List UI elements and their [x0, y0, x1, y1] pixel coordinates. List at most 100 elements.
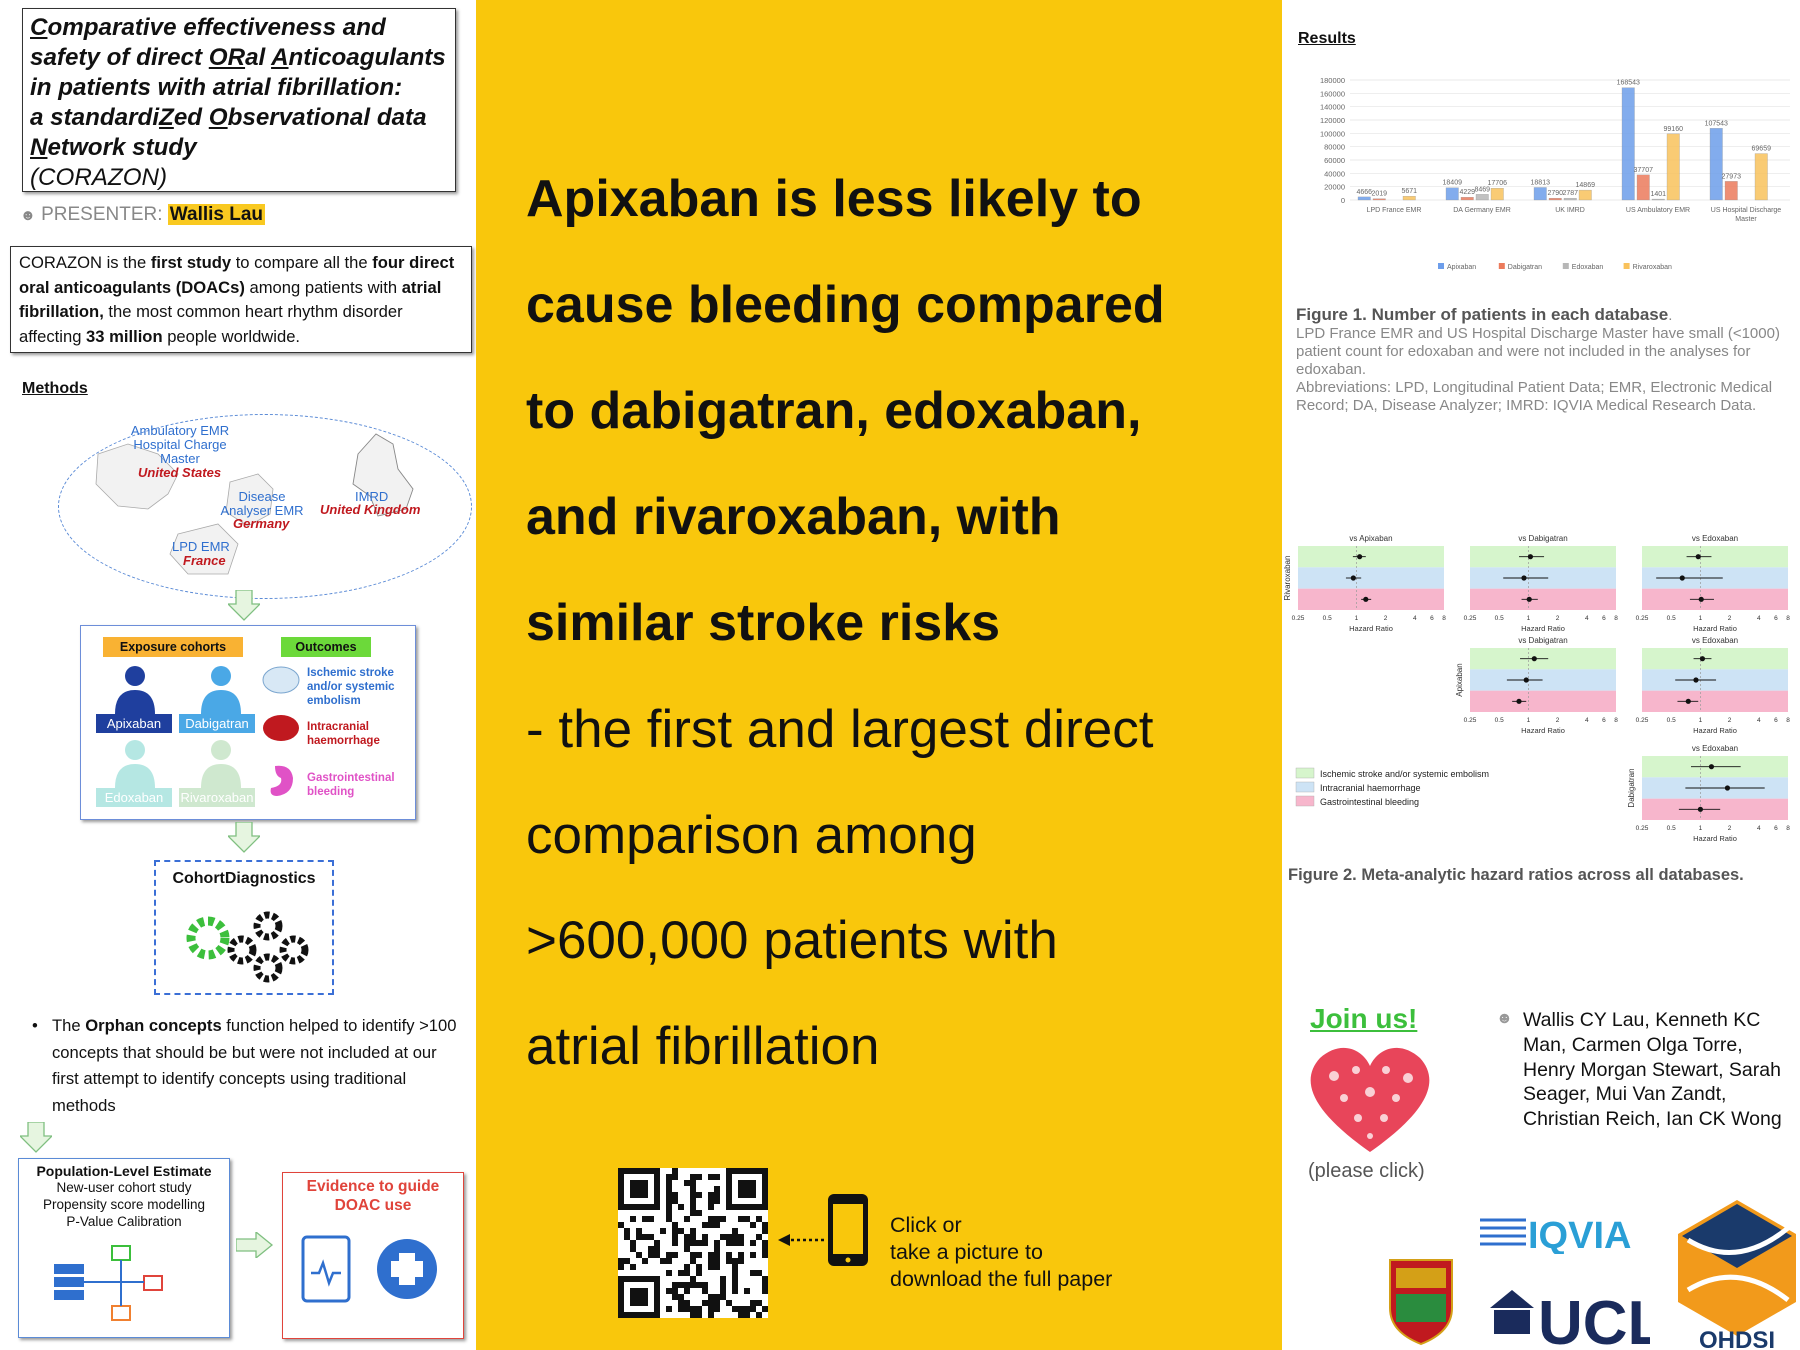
subline-line: - the first and largest direct: [526, 700, 1154, 759]
qr-module: [762, 1222, 768, 1228]
bar-value-label: 8469: [1474, 186, 1490, 193]
evidence-icons: [301, 1235, 437, 1303]
qr-module: [678, 1204, 684, 1210]
hr-point: [1679, 575, 1685, 581]
qr-finder: [738, 1180, 756, 1198]
qr-module: [762, 1252, 768, 1258]
panel-title: vs Edoxaban: [1692, 744, 1738, 753]
y-tick-label: 60000: [1324, 156, 1345, 165]
qr-module: [750, 1252, 756, 1258]
qr-module: [618, 1222, 624, 1228]
bar: [1724, 181, 1738, 201]
qr-module: [732, 1282, 738, 1288]
x-tick-label: 0.5: [1667, 825, 1676, 832]
down-arrow-icon: [228, 590, 260, 621]
hr-point: [1527, 554, 1534, 560]
qr-module: [762, 1246, 768, 1252]
fr-db-label: LPD EMR: [172, 539, 230, 554]
x-tick-label: 8: [1442, 615, 1446, 622]
qr-module: [690, 1198, 696, 1204]
intro-text: to compare all the: [231, 253, 373, 272]
qr-code[interactable]: [618, 1168, 768, 1318]
download-instructions[interactable]: Click or take a picture to download the …: [890, 1212, 1112, 1293]
title-box: Comparative effectiveness and safety of …: [22, 8, 456, 192]
subline-line: comparison among: [526, 805, 977, 865]
download-line: take a picture to: [890, 1240, 1043, 1264]
qr-module: [690, 1174, 696, 1180]
bar: [1402, 196, 1416, 201]
x-axis-label: Hazard Ratio: [1521, 726, 1565, 735]
bar: [1548, 197, 1562, 201]
uk-db-label: IMRD: [355, 489, 389, 504]
person-icon: ☻: [20, 207, 36, 224]
legend-swatch: [1295, 795, 1315, 807]
cohort-diagnostics-label: CohortDiagnostics: [172, 870, 316, 887]
methods-heading: Methods: [22, 380, 88, 397]
qr-module: [642, 1234, 648, 1240]
down-arrow-icon: [20, 1122, 52, 1153]
heart-icon[interactable]: [1300, 1040, 1440, 1160]
qr-module: [714, 1306, 720, 1312]
bar: [1578, 189, 1592, 201]
qr-module: [744, 1216, 750, 1222]
x-tick-label: 4: [1413, 615, 1417, 622]
bar-value-label: 18813: [1531, 179, 1551, 186]
qr-module: [714, 1240, 720, 1246]
x-tick-label: Master: [1735, 216, 1757, 223]
y-tick-label: 140000: [1320, 103, 1345, 112]
qr-module: [654, 1240, 660, 1246]
world-map: [95, 433, 414, 575]
outcome-band: [1298, 567, 1444, 589]
qr-module: [666, 1174, 672, 1180]
bar: [1372, 198, 1386, 201]
bar: [1651, 198, 1665, 201]
hr-point: [1693, 677, 1699, 683]
legend-swatch: [1295, 781, 1315, 793]
hr-point: [1531, 656, 1537, 662]
fr-label: France: [183, 553, 226, 568]
x-tick-label: 6: [1430, 615, 1434, 622]
brain-bleed-icon: [263, 715, 299, 741]
qr-module: [684, 1270, 690, 1276]
bar: [1490, 188, 1504, 201]
x-axis-label: Hazard Ratio: [1693, 726, 1737, 735]
bar: [1533, 187, 1547, 201]
intro-text: the most common heart rhythm disorder af…: [19, 302, 403, 346]
clipboard-icon: [301, 1235, 351, 1303]
qr-module: [714, 1258, 720, 1264]
outcome-icons: [262, 666, 300, 796]
qr-module: [636, 1252, 642, 1258]
x-tick-label: 4: [1757, 615, 1761, 622]
x-tick-label: 0.25: [1464, 717, 1477, 724]
qr-module: [714, 1216, 720, 1222]
x-tick-label: 4: [1585, 615, 1589, 622]
bar-value-label: 4666: [1356, 189, 1372, 196]
please-click-label: (please click): [1308, 1160, 1425, 1182]
x-tick-label: 2: [1728, 615, 1732, 622]
qr-module: [642, 1216, 648, 1222]
edoxaban-cohort: Edoxaban: [96, 788, 172, 807]
x-tick-label: 6: [1774, 825, 1778, 832]
bar: [1460, 197, 1474, 201]
qr-module: [756, 1300, 762, 1306]
france-map-shape: [169, 523, 239, 575]
legend-label: Ischemic stroke and/or systemic embolism: [1320, 769, 1489, 779]
legend-label: Rivaroxaban: [1633, 264, 1672, 271]
qr-module: [702, 1240, 708, 1246]
us-map-shape: [95, 443, 179, 510]
join-us-link[interactable]: Join us!: [1310, 1003, 1418, 1034]
legend-swatch: [1438, 263, 1444, 269]
subline-line: >600,000 patients with: [526, 911, 1058, 970]
qr-module: [696, 1264, 702, 1270]
subline-line: atrial fibrillation: [526, 1016, 880, 1076]
qr-module: [720, 1234, 726, 1240]
qr-module: [666, 1252, 672, 1258]
qr-module: [696, 1240, 702, 1246]
x-axis-label: Hazard Ratio: [1349, 624, 1393, 633]
qr-module: [708, 1312, 714, 1318]
intro-bold: atrial fibrillation,: [19, 277, 442, 322]
bar: [1445, 187, 1459, 201]
legend-swatch: [1623, 263, 1630, 269]
ohdsi-logo: OHDSI: [1678, 1200, 1796, 1350]
